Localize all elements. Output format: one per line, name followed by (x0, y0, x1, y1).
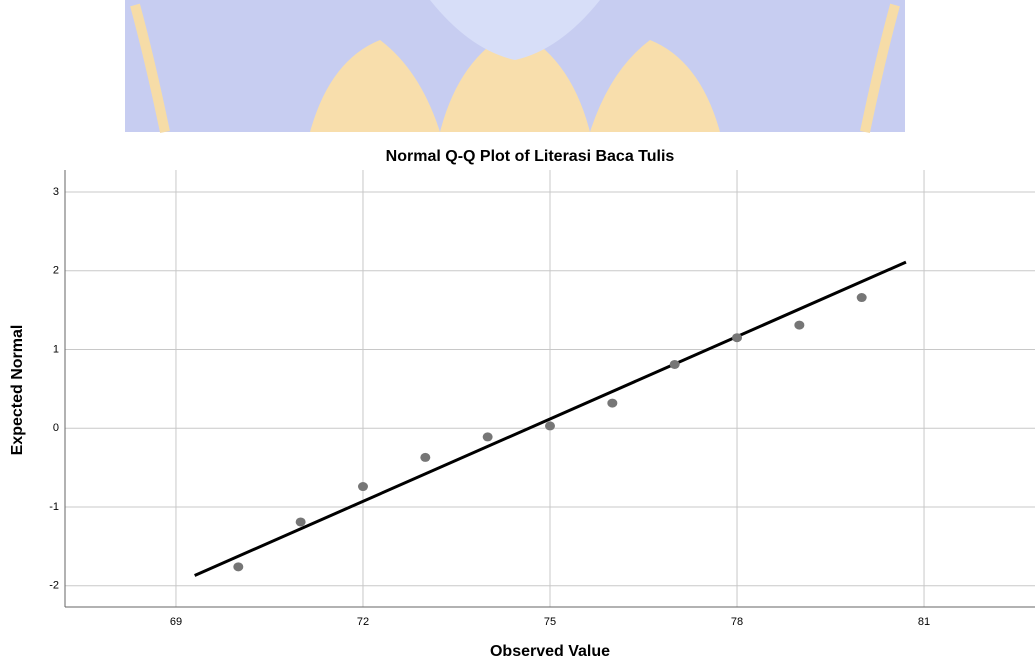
data-point (669, 359, 680, 369)
x-tick-label: 81 (918, 616, 930, 628)
x-axis-title: Observed Value (490, 643, 610, 660)
y-tick-label: -1 (49, 501, 59, 513)
y-tick-label: 0 (53, 422, 59, 434)
data-point (295, 517, 306, 527)
grid (65, 170, 1035, 607)
x-tick-label: 72 (357, 616, 369, 628)
data-point (357, 482, 368, 492)
watermark (125, 0, 905, 134)
data-point (794, 320, 805, 330)
data-point (856, 293, 867, 303)
chart-title: Normal Q-Q Plot of Literasi Baca Tulis (386, 148, 675, 165)
data-point (233, 562, 244, 572)
reference-line (194, 260, 907, 577)
y-tick-label: 2 (53, 265, 59, 277)
data-point (607, 398, 618, 408)
data-point (482, 432, 493, 442)
watermark-border (130, 3, 900, 134)
y-tick-label: 1 (53, 343, 59, 355)
watermark-lotus (310, 30, 720, 132)
data-point (732, 333, 743, 343)
data-point (420, 452, 431, 462)
x-tick-label: 69 (170, 616, 182, 628)
watermark-figure (430, 0, 600, 60)
x-tick-label: 78 (731, 616, 743, 628)
x-tick-label: 75 (544, 616, 556, 628)
marks (194, 260, 907, 577)
data-point (545, 421, 555, 431)
y-tick-label: 3 (53, 186, 59, 198)
y-axis-title: Expected Normal (9, 325, 26, 456)
y-tick-label: -2 (49, 580, 59, 592)
